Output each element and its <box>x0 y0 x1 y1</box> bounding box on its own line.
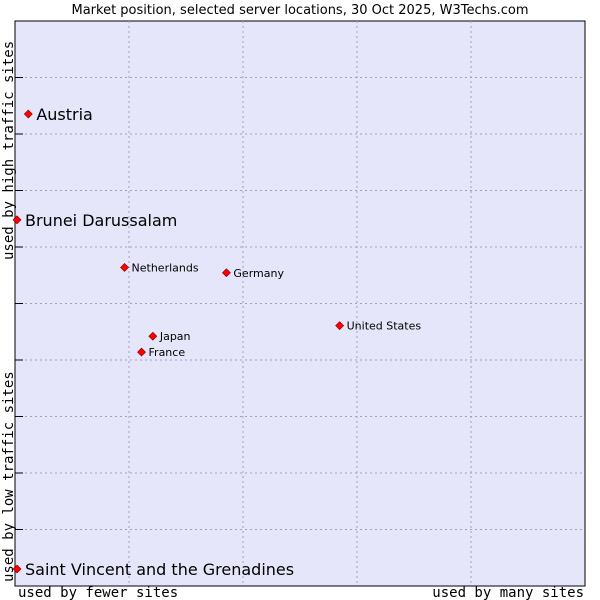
data-point-marker <box>12 215 22 225</box>
data-point-label: Japan <box>159 330 191 343</box>
data-point-label: France <box>149 346 186 359</box>
data-point-marker <box>335 321 345 331</box>
x-axis-label-low: used by fewer sites <box>18 585 178 600</box>
data-point-marker <box>12 564 22 574</box>
x-axis-label-high: used by many sites <box>432 585 584 600</box>
data-point-label: Saint Vincent and the Grenadines <box>25 560 294 579</box>
data-point-label: Austria <box>36 105 93 124</box>
grid-lines <box>15 21 585 586</box>
data-point-marker <box>221 268 231 278</box>
y-axis-label-high: used by high traffic sites <box>1 41 17 260</box>
data-point-marker <box>120 263 129 272</box>
data-point-label: Brunei Darussalam <box>25 211 177 230</box>
chart-title: Market position, selected server locatio… <box>71 3 528 18</box>
y-axis-label-low: used by low traffic sites <box>1 371 17 582</box>
data-point-label: Germany <box>233 267 284 280</box>
data-point-marker <box>148 331 158 341</box>
data-point-marker <box>23 109 33 119</box>
data-point-marker <box>137 347 146 357</box>
data-points: Austria Brunei Darussalam Netherlands Germa… <box>12 105 422 579</box>
data-point-label: United States <box>347 320 422 333</box>
data-point-label: Netherlands <box>132 261 199 274</box>
